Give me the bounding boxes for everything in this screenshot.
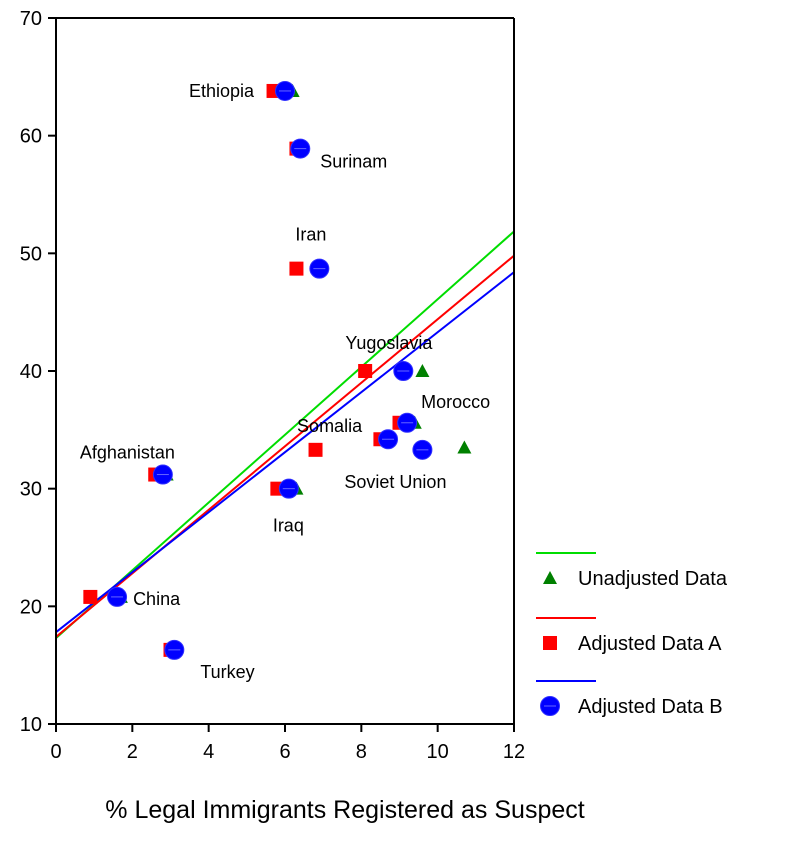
legend-label: Unadjusted Data (578, 568, 728, 590)
triangle-marker (543, 571, 557, 584)
axes (55, 17, 515, 725)
data-markers (83, 80, 472, 660)
legend: Unadjusted Data Adjusted Data A Adjusted D… (536, 552, 728, 718)
point-label: Surinam (320, 152, 387, 172)
point-label: Yugoslavia (345, 333, 433, 353)
legend-label: Adjusted Data A (578, 633, 722, 655)
trend-lines (55, 230, 515, 639)
x-tick-label: 4 (203, 741, 214, 763)
y-tick-label: 70 (20, 8, 42, 30)
point-labels: Ethiopia Surinam Iran Yugoslavia Morocco Soma… (80, 81, 490, 682)
point-label: Ethiopia (189, 81, 255, 101)
x-tick-label: 6 (279, 741, 290, 763)
square-marker (358, 364, 373, 378)
point-label: Somalia (297, 416, 363, 436)
y-tick-label: 30 (20, 479, 42, 501)
trend-line (55, 230, 515, 639)
y-tick-label: 20 (20, 596, 42, 618)
axis-ticks: 0 2 4 6 8 10 12 10 20 30 40 50 60 70 (20, 8, 525, 763)
x-axis-title: % Legal Immigrants Registered as Suspect (105, 796, 584, 824)
x-tick-label: 10 (427, 741, 449, 763)
x-tick-label: 2 (127, 741, 138, 763)
x-tick-label: 12 (503, 741, 525, 763)
point-label: Iran (295, 225, 326, 245)
y-tick-label: 50 (20, 243, 42, 265)
legend-label: Adjusted Data B (578, 696, 723, 718)
y-tick-label: 10 (20, 714, 42, 736)
point-label: Soviet Union (344, 472, 446, 492)
x-tick-label: 8 (356, 741, 367, 763)
point-label: China (133, 589, 181, 609)
square-marker (83, 589, 98, 604)
triangle-marker (415, 364, 430, 377)
point-label: Turkey (200, 662, 254, 682)
x-tick-label: 0 (50, 741, 61, 763)
square-marker (289, 261, 304, 276)
trend-line (55, 271, 515, 634)
point-label: Iraq (273, 516, 304, 536)
square-marker (543, 636, 557, 650)
point-label: Morocco (421, 392, 490, 412)
point-label: Afghanistan (80, 443, 175, 463)
y-tick-label: 40 (20, 361, 42, 383)
triangle-marker (457, 440, 472, 454)
y-tick-label: 60 (20, 126, 42, 148)
square-marker (308, 442, 323, 457)
